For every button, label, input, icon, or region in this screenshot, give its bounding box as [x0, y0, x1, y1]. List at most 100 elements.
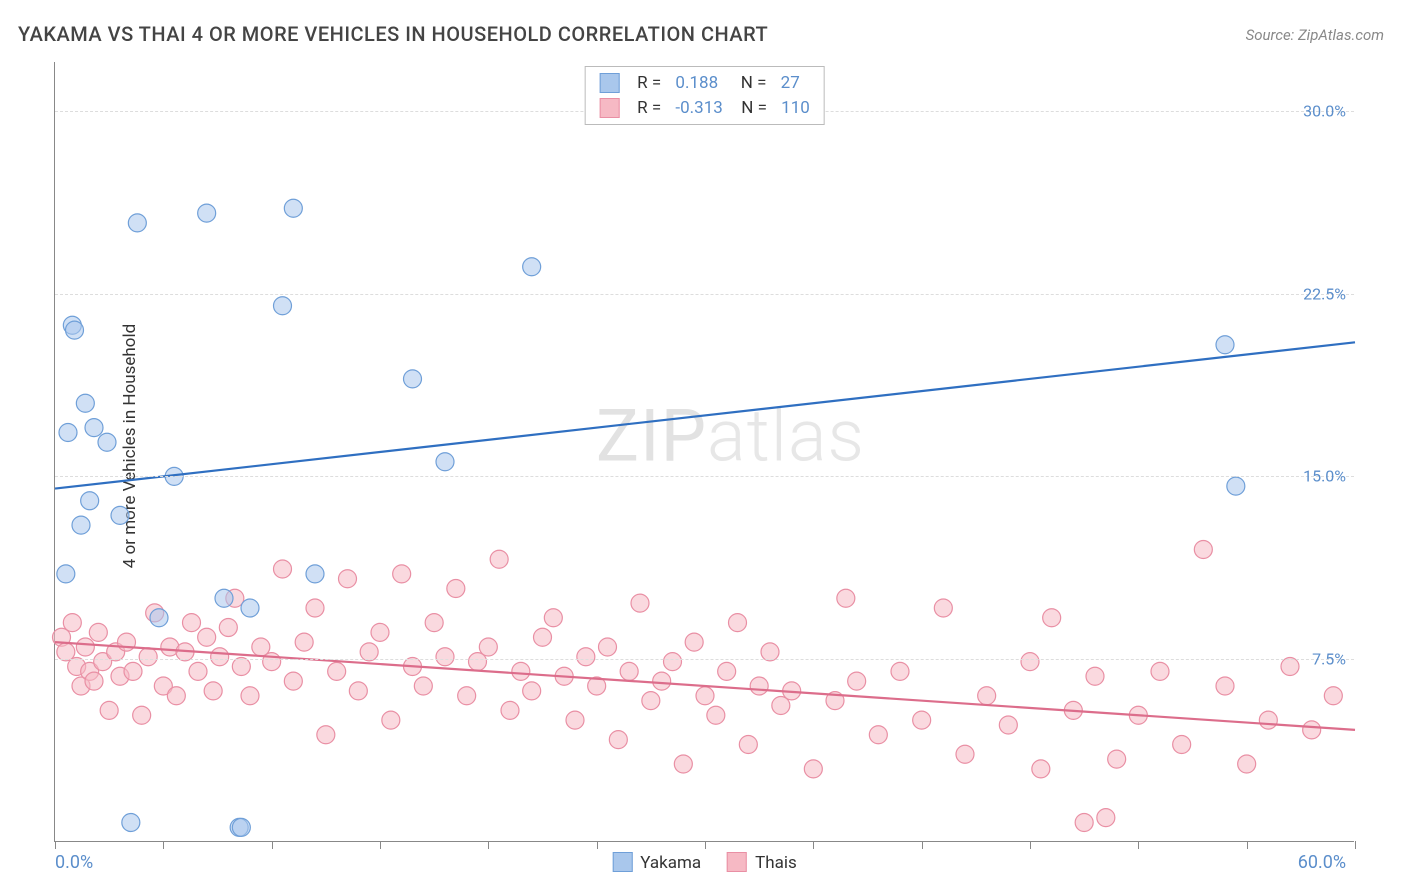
legend-n-label: N =: [733, 96, 771, 121]
source-credit: Source: ZipAtlas.com: [1246, 26, 1384, 44]
data-point: [674, 755, 692, 773]
data-point: [479, 638, 497, 656]
gridline: [55, 476, 1354, 477]
data-point: [122, 814, 140, 832]
data-point: [501, 701, 519, 719]
data-point: [739, 736, 757, 754]
x-tick: [272, 841, 273, 849]
trend-line: [55, 342, 1355, 488]
gridline: [55, 294, 1354, 295]
data-point: [76, 638, 94, 656]
data-point: [447, 580, 465, 598]
data-point: [81, 492, 99, 510]
x-tick: [922, 841, 923, 849]
x-origin-label: 0.0%: [55, 852, 93, 873]
data-point: [642, 692, 660, 710]
scatter-svg: [55, 62, 1354, 841]
data-point: [57, 565, 75, 583]
data-point: [523, 682, 541, 700]
data-point: [1075, 814, 1093, 832]
data-point: [577, 648, 595, 666]
data-point: [211, 648, 229, 666]
swatch-yakama: [599, 73, 619, 93]
data-point: [631, 594, 649, 612]
legend-r-yakama: 0.188: [675, 71, 718, 96]
x-tick: [1030, 841, 1031, 849]
data-point: [198, 628, 216, 646]
data-point: [232, 658, 250, 676]
data-point: [609, 731, 627, 749]
y-tick-label: 7.5%: [1312, 650, 1346, 669]
data-point: [295, 633, 313, 651]
x-tick: [380, 841, 381, 849]
data-point: [274, 297, 292, 315]
data-point: [490, 550, 508, 568]
data-point: [869, 726, 887, 744]
data-point: [512, 662, 530, 680]
data-point: [1281, 658, 1299, 676]
data-point: [414, 677, 432, 695]
legend-row-thais: R = -0.313 N = 110: [599, 96, 810, 121]
data-point: [404, 370, 422, 388]
x-tick: [597, 841, 598, 849]
data-point: [956, 745, 974, 763]
data-point: [328, 662, 346, 680]
data-point: [534, 628, 552, 646]
data-point: [124, 662, 142, 680]
legend-n-thais: 110: [781, 96, 810, 121]
data-point: [204, 682, 222, 700]
data-point: [59, 424, 77, 442]
data-point: [999, 716, 1017, 734]
data-point: [139, 648, 157, 666]
data-point: [1108, 750, 1126, 768]
data-point: [393, 565, 411, 583]
data-point: [523, 258, 541, 276]
x-tick: [163, 841, 164, 849]
data-point: [1173, 736, 1191, 754]
data-point: [1097, 809, 1115, 827]
data-point: [1216, 336, 1234, 354]
series-legend: Yakama Thais: [612, 852, 797, 873]
data-point: [653, 672, 671, 690]
y-tick-label: 22.5%: [1303, 284, 1346, 303]
legend-item-yakama: Yakama: [612, 852, 701, 873]
chart-title: YAKAMA VS THAI 4 OR MORE VEHICLES IN HOU…: [18, 22, 768, 46]
data-point: [167, 687, 185, 705]
data-point: [436, 648, 454, 666]
legend-item-thais: Thais: [727, 852, 797, 873]
data-point: [1194, 541, 1212, 559]
data-point: [761, 643, 779, 661]
data-point: [284, 672, 302, 690]
x-max-label: 60.0%: [1298, 852, 1346, 873]
x-tick: [1247, 841, 1248, 849]
data-point: [913, 711, 931, 729]
data-point: [1216, 677, 1234, 695]
data-point: [63, 614, 81, 632]
data-point: [98, 433, 116, 451]
legend-n-label: N =: [728, 71, 771, 96]
x-tick: [813, 841, 814, 849]
data-point: [85, 419, 103, 437]
data-point: [1151, 662, 1169, 680]
data-point: [1259, 711, 1277, 729]
data-point: [544, 609, 562, 627]
data-point: [133, 706, 151, 724]
data-point: [76, 394, 94, 412]
data-point: [274, 560, 292, 578]
data-point: [1043, 609, 1061, 627]
data-point: [128, 214, 146, 232]
data-point: [1227, 477, 1245, 495]
data-point: [360, 643, 378, 661]
data-point: [934, 599, 952, 617]
data-point: [891, 662, 909, 680]
data-point: [198, 204, 216, 222]
legend-r-label: R =: [637, 71, 665, 96]
data-point: [620, 662, 638, 680]
data-point: [848, 672, 866, 690]
swatch-thais-icon: [727, 852, 747, 872]
data-point: [566, 711, 584, 729]
x-tick: [55, 841, 56, 849]
data-point: [241, 599, 259, 617]
data-point: [284, 199, 302, 217]
y-tick-label: 15.0%: [1303, 467, 1346, 486]
